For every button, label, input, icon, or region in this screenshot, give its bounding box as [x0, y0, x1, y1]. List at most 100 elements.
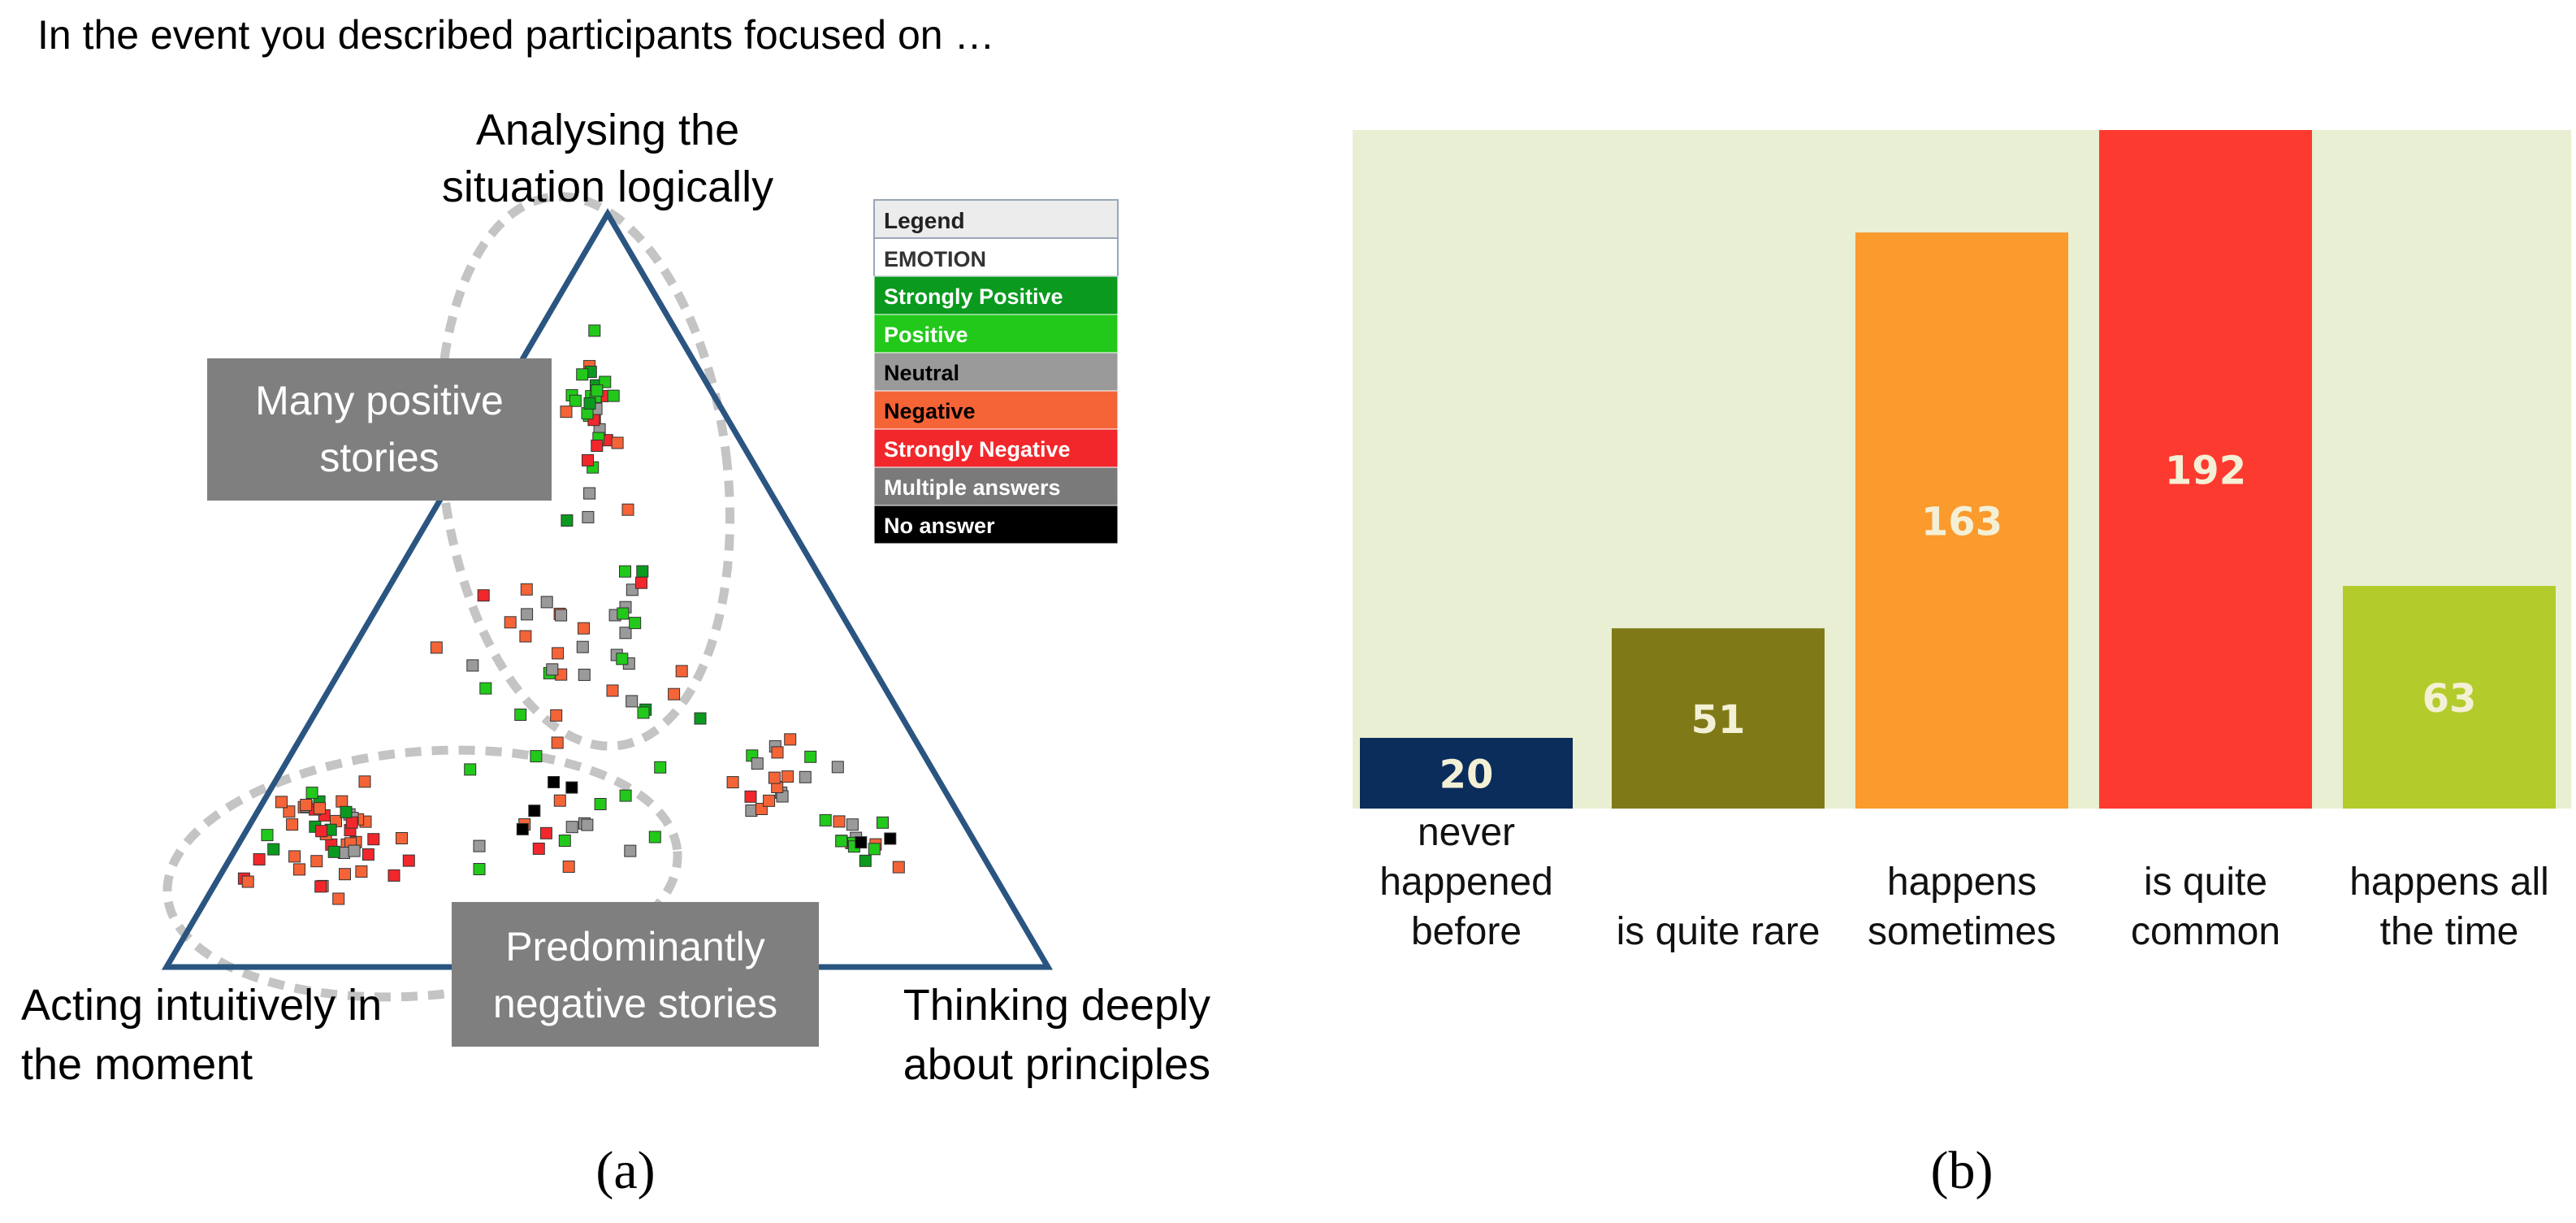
legend: Legend EMOTION Strongly Positive Positive…: [873, 199, 1119, 544]
story-point: [576, 368, 589, 381]
story-point: [624, 844, 637, 857]
story-point: [550, 709, 563, 722]
legend-swatch-5: [873, 466, 1119, 506]
story-point: [348, 844, 361, 857]
category-label: is quite: [2144, 861, 2267, 904]
legend-item-label: Multiple answers: [884, 475, 1061, 500]
story-point: [675, 665, 688, 678]
story-point: [473, 839, 486, 852]
story-point: [560, 405, 573, 419]
legend-item-label: Neutral: [884, 361, 959, 385]
vertex-right-label-line1: Thinking deeply: [903, 981, 1210, 1030]
vertex-top-label-line2: situation logically: [442, 163, 773, 211]
legend-title-bg: [873, 199, 1119, 239]
bar-value-label: 20: [1440, 752, 1494, 798]
panel-a-label: (a): [595, 1141, 655, 1200]
story-point: [327, 845, 340, 858]
story-point: [561, 514, 574, 527]
story-point: [804, 750, 817, 763]
story-point: [744, 790, 757, 803]
story-point: [892, 861, 905, 874]
bar-4: [2343, 586, 2556, 809]
callout-negative-box: [452, 902, 819, 1047]
story-point: [314, 880, 327, 893]
vertex-right-label-line2: about principles: [903, 1040, 1210, 1089]
story-point: [479, 682, 492, 695]
story-point: [626, 695, 639, 708]
story-point: [868, 843, 881, 856]
story-point: [751, 757, 764, 770]
legend-header-bg: [873, 237, 1119, 277]
story-point: [300, 799, 313, 811]
story-point: [565, 821, 578, 834]
category-label: never: [1418, 811, 1515, 854]
bar-value-label: 163: [1921, 500, 2002, 545]
category-label: happens: [1887, 861, 2037, 904]
vertex-left-label-line2: the moment: [21, 1040, 253, 1089]
story-point: [582, 453, 594, 466]
story-point: [532, 842, 545, 855]
bar-0: [1360, 738, 1573, 809]
story-point: [305, 787, 318, 800]
story-point: [367, 833, 380, 846]
story-point: [591, 384, 604, 397]
story-point: [619, 789, 632, 802]
story-point: [514, 709, 527, 721]
story-point: [520, 583, 533, 596]
story-point: [611, 436, 624, 449]
story-point: [855, 836, 868, 849]
story-point: [339, 868, 351, 881]
story-point: [539, 826, 552, 839]
legend-item-label: Strongly Positive: [884, 284, 1063, 309]
story-point: [588, 324, 601, 337]
story-point: [859, 854, 872, 867]
story-point: [569, 394, 582, 407]
story-point: [578, 668, 591, 681]
story-point: [521, 608, 534, 621]
question-text: In the event you described participants …: [37, 12, 995, 58]
story-point: [621, 503, 634, 516]
story-point: [846, 818, 859, 831]
story-point: [546, 663, 559, 676]
story-point: [768, 771, 781, 784]
callout-negative-line1: Predominantly: [505, 924, 765, 969]
story-point: [466, 659, 479, 672]
story-point: [877, 816, 889, 829]
story-point: [555, 609, 568, 622]
story-point: [745, 804, 758, 817]
story-point: [267, 843, 280, 856]
legend-item-label: Positive: [884, 323, 968, 347]
legend-header: EMOTION: [884, 247, 986, 271]
story-point: [884, 832, 897, 845]
story-point: [616, 653, 629, 666]
story-point: [293, 863, 305, 876]
callout-positive-box: [207, 358, 552, 501]
story-point: [781, 770, 794, 783]
story-point: [315, 825, 328, 838]
vertex-left-label-line1: Acting intuitively in: [21, 981, 382, 1030]
story-point: [799, 770, 812, 783]
story-point: [553, 794, 566, 807]
story-point: [253, 853, 266, 865]
callout-negative: Predominantly negative stories: [452, 902, 819, 1047]
story-point: [576, 640, 589, 653]
story-point: [668, 687, 681, 700]
panel-a: In the event you described participants …: [21, 12, 1210, 1200]
vertex-top-label-line1: Analysing the: [476, 106, 739, 154]
story-point: [552, 647, 565, 660]
story-point: [835, 835, 848, 848]
category-label: before: [1411, 910, 1522, 953]
category-label: sometimes: [1868, 910, 2056, 953]
story-point: [636, 565, 649, 578]
category-label: happened: [1379, 861, 1553, 904]
bar-value-label: 192: [2165, 449, 2246, 494]
story-point: [648, 831, 661, 844]
category-label: is quite rare: [1617, 910, 1821, 953]
story-point: [562, 861, 575, 873]
story-point: [654, 761, 667, 774]
legend-items: Strongly Positive Positive Neutral Negative…: [873, 275, 1119, 544]
story-point: [516, 822, 529, 835]
story-point: [261, 829, 274, 842]
legend-swatch-4: [873, 428, 1119, 468]
story-point: [355, 865, 368, 878]
